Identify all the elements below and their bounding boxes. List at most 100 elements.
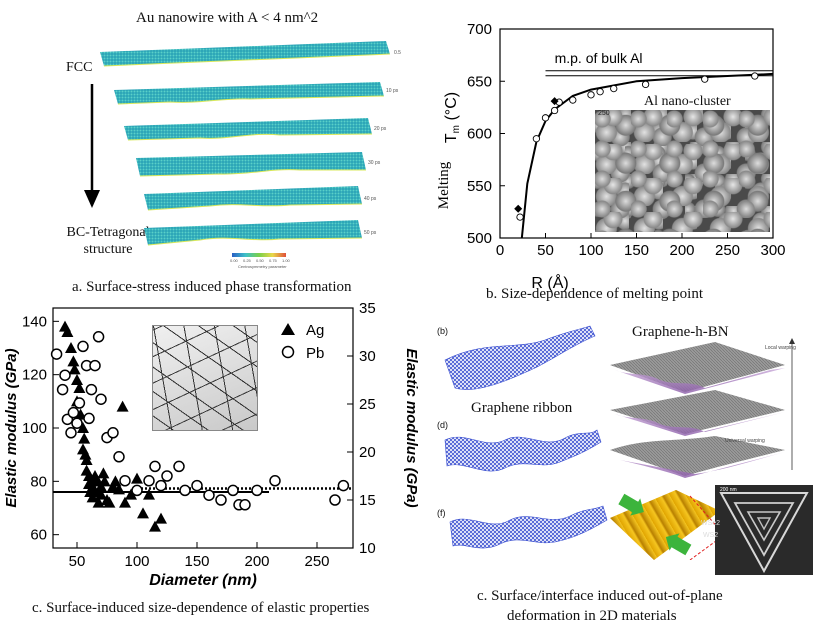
nanowire-1 bbox=[114, 82, 385, 105]
x-tick-label: 0 bbox=[496, 242, 504, 259]
data-point-pb bbox=[215, 494, 227, 506]
hbn-sheet-mid bbox=[610, 390, 785, 436]
data-point-pb bbox=[85, 383, 98, 396]
x-tick-label: 50 bbox=[69, 553, 86, 570]
ribbon-f bbox=[449, 505, 608, 549]
legend-label-pb: Pb bbox=[306, 345, 324, 362]
data-point-circle bbox=[541, 114, 550, 122]
panel-c-caption: c. Surface-induced size-dependence of el… bbox=[32, 600, 370, 616]
data-point-pb bbox=[83, 412, 95, 425]
y-tick-label: 80 bbox=[30, 473, 47, 490]
legend-marker-pb bbox=[281, 345, 295, 359]
nanowire-3 bbox=[136, 152, 366, 177]
inset-label: Al nano-cluster bbox=[644, 94, 731, 109]
scale-bar-label: 200 nm bbox=[720, 487, 737, 493]
y2-tick-label: 15 bbox=[359, 492, 376, 509]
y2-tick-label: 30 bbox=[359, 348, 376, 365]
nanowire-0 bbox=[100, 41, 391, 67]
nanowire-2 bbox=[124, 118, 373, 141]
y2-tick-label: 10 bbox=[359, 540, 376, 557]
label-f: (f) bbox=[437, 508, 446, 518]
data-point-pb bbox=[191, 479, 203, 492]
data-point-circle bbox=[701, 75, 709, 83]
legend-label-ag: Ag bbox=[306, 322, 324, 339]
data-point-pb bbox=[71, 417, 83, 429]
panel-a-title: Au nanowire with A < 4 nm^2 bbox=[136, 10, 319, 26]
x-tick-label: 100 bbox=[124, 553, 149, 570]
data-point-ag bbox=[116, 400, 129, 412]
colorbar-tick-1: 0.25 bbox=[243, 258, 251, 263]
data-point-ag bbox=[109, 475, 122, 487]
data-point-pb bbox=[77, 340, 89, 353]
data-point-ag bbox=[137, 507, 149, 519]
data-point-diamond bbox=[550, 97, 559, 106]
y-axis-label: Melting bbox=[436, 161, 452, 209]
panel-d-caption-2: deformation in 2D materials bbox=[507, 608, 677, 624]
local-warping-label: Local warping bbox=[765, 345, 796, 351]
data-point-ag bbox=[119, 496, 131, 508]
data-point-pb bbox=[95, 393, 107, 405]
right-y-axis-label: Elastic modulus (GPa) bbox=[403, 348, 420, 507]
x-tick-label: 250 bbox=[715, 242, 740, 259]
panel-b-caption: b. Size-dependence of melting point bbox=[486, 286, 704, 302]
label-bct: BC-Tetragonal structure bbox=[66, 225, 150, 257]
x-tick-label: 300 bbox=[760, 242, 785, 259]
x-tick-label: 200 bbox=[244, 553, 269, 570]
data-point-circle bbox=[641, 80, 650, 89]
data-point-circle bbox=[569, 96, 577, 104]
y2-tick-label: 25 bbox=[359, 396, 376, 413]
nanowire-tem-inset bbox=[152, 325, 258, 431]
data-point-circle bbox=[610, 84, 618, 93]
nanowire-4 bbox=[144, 186, 363, 211]
data-point-ag bbox=[155, 512, 167, 524]
bulk-melting-label: m.p. of bulk Al bbox=[555, 50, 643, 66]
ribbon-d bbox=[444, 429, 602, 472]
label-fcc: FCC bbox=[66, 60, 93, 75]
data-point-ag bbox=[149, 520, 161, 532]
data-point-ag bbox=[65, 342, 77, 353]
fit-curve bbox=[520, 72, 774, 239]
data-point-pb bbox=[155, 479, 167, 492]
panel-d: (b) (d) (f) Graphene-h-BN Graphene ribbo… bbox=[425, 310, 815, 638]
time-label-3: 30 ps bbox=[368, 160, 381, 166]
data-point-pb bbox=[89, 359, 101, 372]
data-point-ag bbox=[80, 454, 93, 465]
y-tick-label: 500 bbox=[467, 230, 492, 247]
y-tick-label: 60 bbox=[30, 527, 47, 544]
data-point-pb bbox=[203, 489, 215, 501]
data-point-pb bbox=[50, 348, 63, 360]
data-point-pb bbox=[161, 470, 173, 482]
y-tick-label: 550 bbox=[467, 178, 492, 195]
data-point-pb bbox=[107, 427, 119, 439]
data-point-ag bbox=[73, 382, 86, 393]
data-point-pb bbox=[179, 484, 191, 497]
y-tick-label: 140 bbox=[22, 313, 47, 330]
time-label-1: 10 ps bbox=[386, 88, 399, 94]
ws2-label: WS2 bbox=[703, 532, 719, 539]
panel-a-caption: a. Surface-stress induced phase transfor… bbox=[72, 279, 352, 295]
data-point-pb bbox=[149, 460, 161, 473]
universal-warping-label: Universal warping bbox=[725, 438, 765, 444]
hbn-sheet-bottom bbox=[610, 436, 785, 478]
nanowire-5 bbox=[144, 220, 363, 246]
wse2-label: WSe2 bbox=[701, 520, 721, 527]
data-point-ag bbox=[61, 326, 74, 337]
data-point-ag bbox=[95, 488, 107, 500]
x-tick-label: 200 bbox=[669, 242, 694, 259]
x-tick-label: 250 bbox=[304, 553, 329, 570]
al-nanocluster-inset bbox=[595, 110, 770, 232]
y-tick-label: 700 bbox=[467, 21, 492, 38]
x-axis-label: R (Å) bbox=[531, 273, 568, 292]
data-point-diamond bbox=[514, 204, 523, 213]
y-tick-label: 100 bbox=[22, 420, 47, 437]
data-point-pb bbox=[251, 484, 263, 497]
panel-c: 50 100 150 200 250 60 80 100 120 140 10 15 20 25 30 35 A… bbox=[0, 300, 425, 638]
colorbar-tick-0: 0.00 bbox=[230, 258, 238, 263]
x-tick-label: 100 bbox=[578, 242, 603, 259]
colorbar-title: Centrosymmetry parameter bbox=[238, 264, 287, 269]
data-point-ag bbox=[67, 355, 80, 367]
data-point-pb bbox=[329, 494, 341, 506]
left-y-axis-label: Elastic modulus (GPa) bbox=[3, 348, 20, 507]
data-point-circle bbox=[532, 135, 541, 143]
nanowire-stack bbox=[100, 41, 391, 246]
